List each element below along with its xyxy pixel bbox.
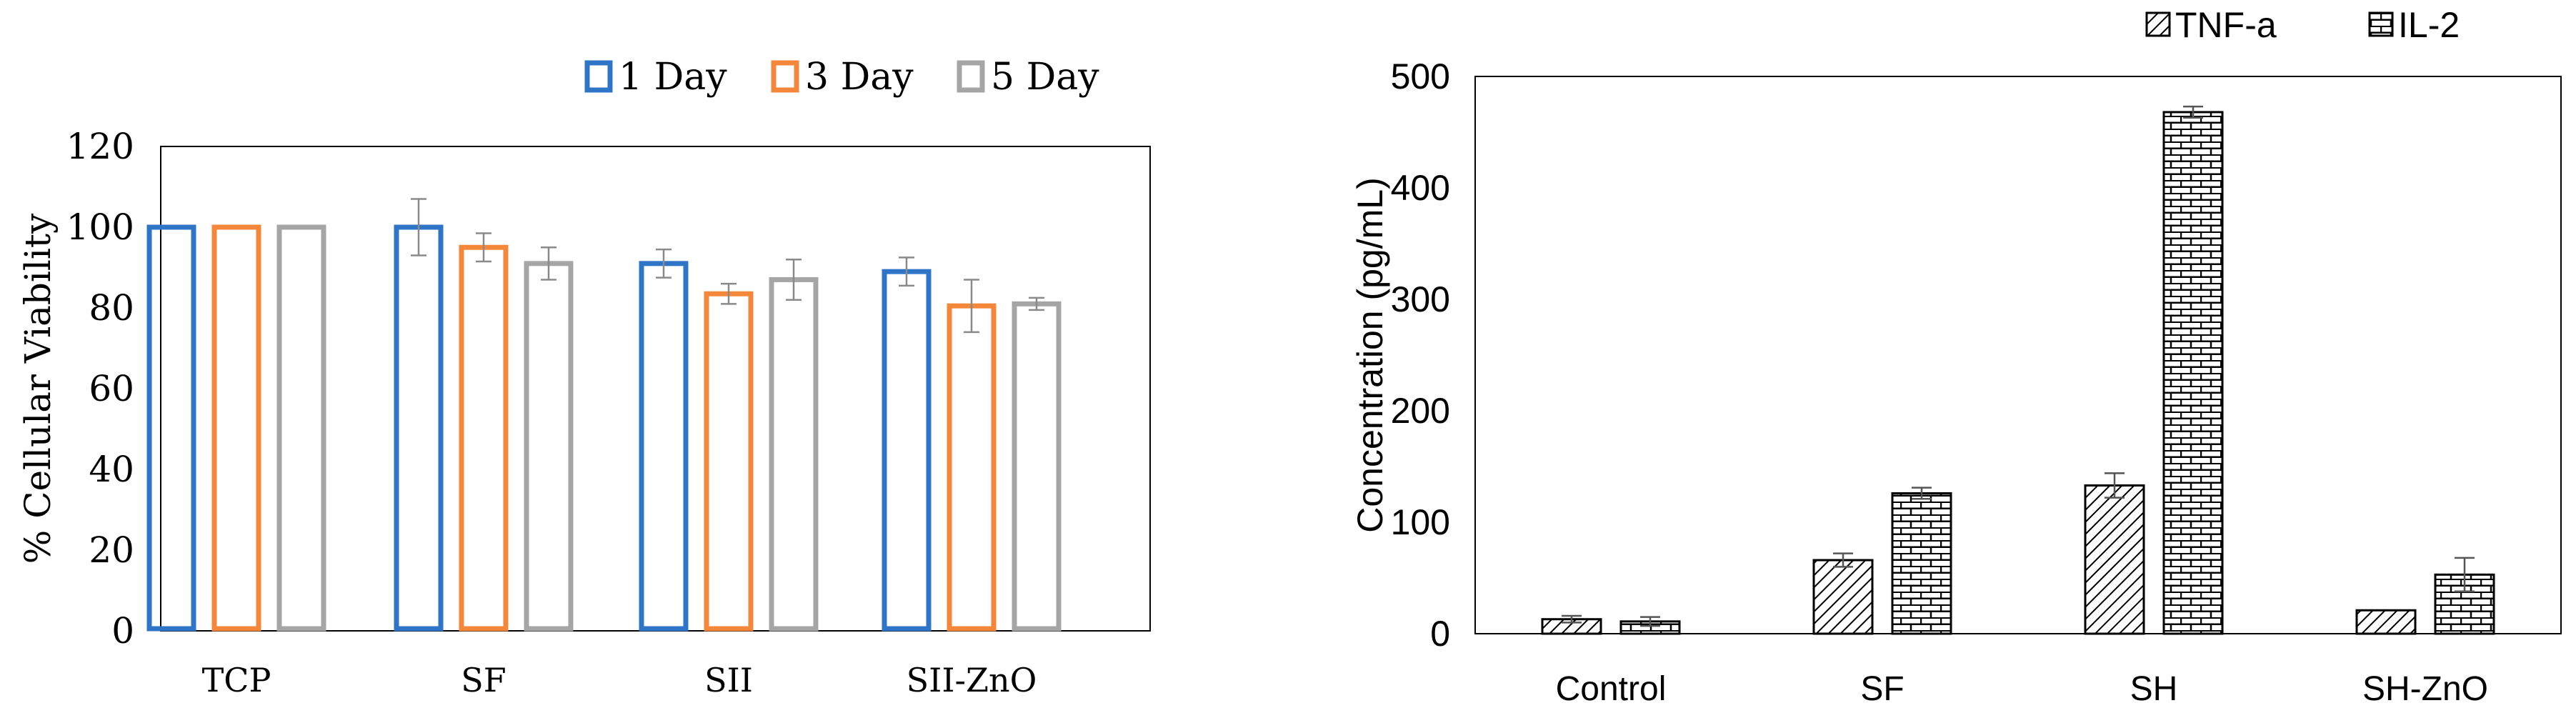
error-bar-5-day-sf: [541, 246, 556, 281]
error-bar-il-2-control: [1640, 616, 1660, 627]
error-bar-il-2-sh: [2183, 105, 2203, 119]
plot-area-frame: [1474, 76, 2562, 634]
bar-il-2-sf: [1891, 492, 1952, 635]
bar-tnf-a-sf: [1812, 559, 1874, 635]
bar-1-day-tcp: [146, 224, 196, 632]
x-tick-label-sf: SF: [461, 661, 506, 699]
y-tick-label: 300: [1391, 279, 1450, 319]
bar-tnf-a-sh-zno: [2355, 609, 2417, 635]
legend-label-3-day: 3 Day: [805, 56, 914, 99]
bar-5-day-sii-zno: [1012, 301, 1062, 632]
y-axis-label: % Cellular Viability: [17, 213, 59, 564]
legend-swatch-5-day: [957, 60, 985, 93]
legend-swatch-3-day: [771, 60, 799, 93]
x-axis-ticks: TCP SF SII SII-ZnO: [202, 661, 1037, 699]
error-bar-3-day-sii: [721, 282, 737, 305]
y-tick-label: 0: [1430, 614, 1450, 654]
y-tick-label: 100: [66, 206, 134, 248]
legend-label-5-day: 5 Day: [991, 56, 1099, 99]
bar-il-2-sh-zno: [2434, 573, 2495, 635]
error-bar-tnf-a-sf: [1833, 552, 1853, 568]
y-tick-label: 20: [89, 529, 134, 571]
y-tick-label: 100: [1391, 502, 1450, 542]
plot-area-frame: [160, 146, 1151, 632]
y-tick-label: 400: [1391, 168, 1450, 208]
error-bar-3-day-sf: [476, 232, 491, 263]
legend: TNF-a IL-2: [2145, 5, 2460, 45]
bar-5-day-sf: [524, 261, 574, 632]
legend-label-1-day: 1 Day: [619, 56, 727, 99]
y-tick-label: 80: [89, 287, 134, 329]
y-axis-ticks: 0 100 200 300 400 500: [1391, 56, 1450, 654]
error-bar-tnf-a-control: [1562, 614, 1582, 624]
legend-swatch-tnf-a: [2145, 11, 2171, 37]
error-bars: [411, 198, 1044, 334]
legend: 1 Day 3 Day 5 Day: [584, 56, 1099, 99]
x-axis-ticks: Control SF SH SH-ZnO: [1556, 670, 2488, 708]
error-bar-tnf-a-sh: [2105, 472, 2125, 499]
x-tick-label-sii: SII: [704, 661, 753, 699]
y-tick-label: 200: [1391, 391, 1450, 431]
y-axis-label: Concentration (pg/mL): [1350, 177, 1390, 532]
legend-label-il-2: IL-2: [2398, 5, 2460, 45]
x-tick-label-tcp: TCP: [202, 661, 271, 699]
y-tick-label: 40: [89, 449, 134, 490]
error-bar-il-2-sf: [1912, 487, 1932, 500]
legend-swatch-il-2: [2368, 11, 2394, 37]
legend-item-1-day: 1 Day: [584, 56, 727, 99]
x-tick-label-sh-zno: SH-ZnO: [2362, 670, 2488, 708]
error-bars: [1562, 105, 2475, 627]
bar-tnf-a-sh: [2084, 484, 2145, 635]
bar-3-day-sii: [704, 291, 754, 632]
error-bar-3-day-sii-zno: [964, 279, 979, 334]
bar-5-day-sii: [769, 276, 819, 632]
legend-item-3-day: 3 Day: [771, 56, 914, 99]
bars: [1541, 111, 2495, 635]
error-bar-5-day-sii-zno: [1029, 296, 1044, 311]
y-tick-label: 500: [1391, 56, 1450, 96]
y-tick-label: 120: [66, 126, 134, 167]
y-axis-ticks: 0 20 40 60 80 100 120: [66, 126, 134, 652]
bar-3-day-sii-zno: [947, 303, 997, 632]
bars: [146, 224, 1062, 632]
bar-3-day-sf: [459, 244, 509, 632]
bar-3-day-tcp: [211, 224, 261, 632]
error-bar-5-day-sii: [786, 258, 802, 301]
error-bar-1-day-sii-zno: [899, 256, 914, 287]
error-bar-il-2-sh-zno: [2455, 557, 2475, 592]
legend-swatch-1-day: [584, 60, 613, 93]
bar-1-day-sii-zno: [882, 269, 932, 632]
error-bar-1-day-sf: [411, 198, 426, 256]
cell-viability-chart: 0 20 40 60 80 100 120 TCP SF SII SII-ZnO % Cellul…: [17, 56, 1151, 699]
bar-1-day-sii: [639, 261, 689, 632]
bar-il-2-sh: [2162, 111, 2224, 635]
x-tick-label-sf: SF: [1860, 670, 1904, 708]
error-bar-1-day-sii: [656, 248, 672, 279]
x-tick-label-control: Control: [1556, 670, 1667, 708]
legend-label-tnf-a: TNF-a: [2175, 5, 2277, 45]
x-tick-label-sh: SH: [2130, 670, 2178, 708]
legend-item-il-2: IL-2: [2368, 5, 2460, 45]
x-tick-label-sii-zno: SII-ZnO: [907, 661, 1037, 699]
legend-item-tnf-a: TNF-a: [2145, 5, 2277, 45]
y-tick-label: 0: [111, 610, 134, 652]
bar-1-day-sf: [394, 224, 444, 632]
cytokine-chart: 0 100 200 300 400 500 Control SF SH SH-ZnO Conce…: [1350, 5, 2562, 708]
legend-item-5-day: 5 Day: [957, 56, 1099, 99]
y-tick-label: 60: [89, 368, 134, 409]
bar-5-day-tcp: [276, 224, 326, 632]
